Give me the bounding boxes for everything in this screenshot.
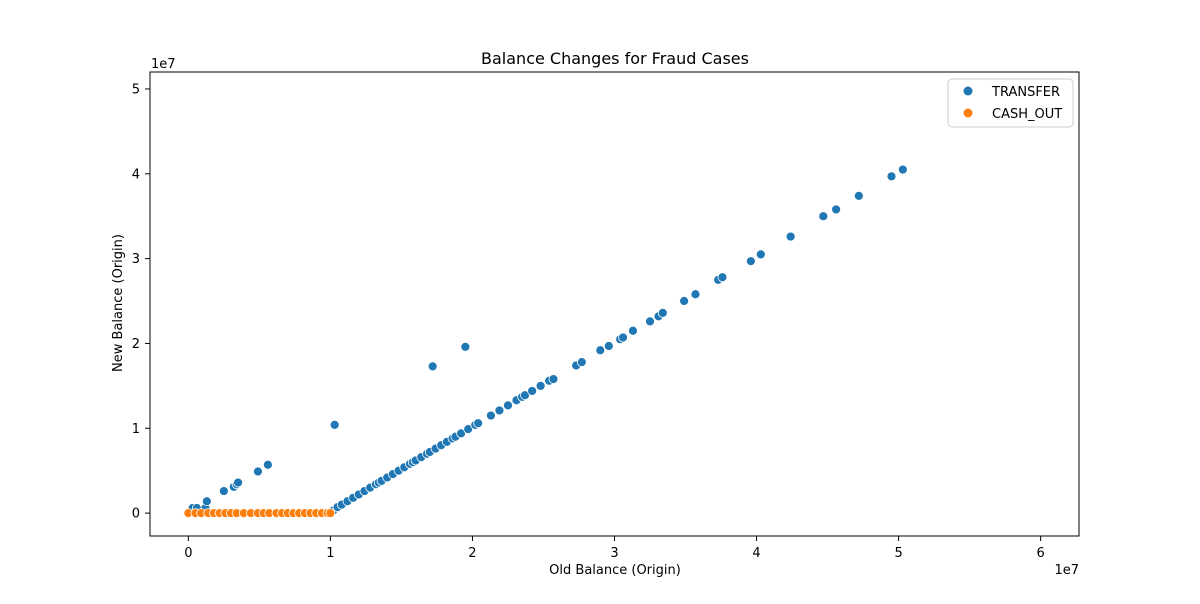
- legend: TRANSFER CASH_OUT: [947, 78, 1074, 128]
- series-cash-out: [183, 508, 336, 518]
- data-point: [486, 410, 496, 421]
- data-point: [253, 466, 263, 477]
- y-axis-ticks: 0 1 2 3 4 5: [132, 82, 150, 522]
- x-axis-ticks: 0 1 2 3 4 5 6: [184, 536, 1045, 561]
- x-tick-label: 4: [752, 546, 760, 561]
- data-point: [218, 486, 229, 496]
- data-point: [717, 272, 728, 283]
- legend-marker-cash-out: [963, 108, 973, 118]
- data-point: [201, 496, 212, 507]
- data-point: [603, 341, 614, 351]
- x-axis-label: Old Balance (Origin): [549, 563, 681, 578]
- data-points: [183, 164, 908, 518]
- data-point: [233, 477, 243, 488]
- data-point: [527, 386, 538, 396]
- chart-title: Balance Changes for Fraud Cases: [481, 49, 749, 68]
- y-tick-label: 3: [132, 252, 140, 267]
- data-point: [473, 418, 484, 429]
- data-point: [785, 231, 796, 242]
- data-point: [755, 249, 766, 260]
- data-point: [618, 332, 628, 343]
- data-point: [427, 361, 438, 372]
- legend-box: [947, 78, 1074, 128]
- data-point: [595, 345, 606, 356]
- data-point: [520, 390, 530, 401]
- data-point: [886, 171, 897, 182]
- data-point: [831, 204, 841, 215]
- data-point: [818, 211, 829, 222]
- data-point: [745, 256, 756, 267]
- x-tick-label: 5: [894, 546, 902, 561]
- x-axis-scale-label: 1e7: [1054, 563, 1079, 578]
- data-point: [548, 374, 559, 384]
- data-point: [329, 419, 340, 430]
- legend-label-transfer: TRANSFER: [991, 85, 1060, 100]
- data-point: [897, 164, 908, 175]
- plot-frame: [149, 71, 1080, 537]
- data-point: [576, 357, 587, 368]
- data-point: [535, 380, 546, 391]
- data-point: [494, 405, 505, 416]
- legend-label-cash-out: CASH_OUT: [992, 107, 1062, 122]
- data-point: [853, 190, 864, 201]
- data-point: [463, 424, 474, 435]
- x-tick-label: 0: [184, 546, 192, 561]
- data-point: [325, 508, 336, 518]
- data-point: [456, 428, 466, 439]
- data-point: [679, 296, 690, 306]
- x-tick-label: 6: [1037, 546, 1045, 561]
- y-axis-label: New Balance (Origin): [111, 234, 126, 372]
- y-tick-label: 5: [132, 82, 140, 97]
- y-axis-scale-label: 1e7: [151, 57, 176, 72]
- x-tick-label: 3: [610, 546, 618, 561]
- data-point: [690, 289, 701, 300]
- data-point: [645, 316, 655, 327]
- data-point: [657, 308, 668, 318]
- data-point: [263, 459, 273, 470]
- x-tick-label: 1: [326, 546, 334, 561]
- y-tick-label: 4: [132, 167, 140, 182]
- y-tick-label: 0: [132, 507, 140, 522]
- data-point: [503, 400, 513, 411]
- y-tick-label: 2: [132, 337, 140, 352]
- data-point: [460, 341, 471, 352]
- x-tick-label: 2: [468, 546, 476, 561]
- legend-marker-transfer: [963, 86, 973, 96]
- y-tick-label: 1: [132, 422, 140, 437]
- series-transfer: [187, 164, 908, 516]
- data-point: [628, 325, 638, 336]
